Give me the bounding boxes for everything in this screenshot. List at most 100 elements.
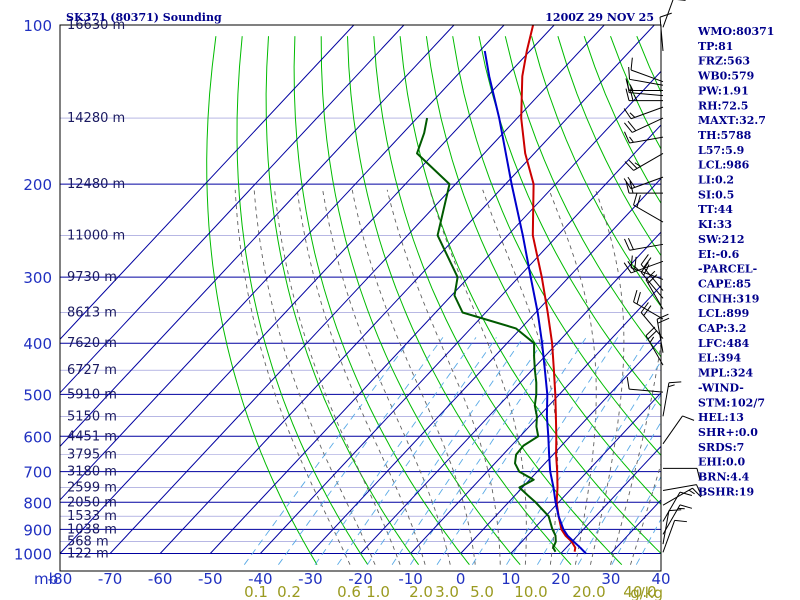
wind-barb-feather xyxy=(629,136,634,143)
y-axis-unit-label: mb xyxy=(34,570,58,588)
wind-barb-feather xyxy=(636,195,641,208)
index-item: MPL:324 xyxy=(698,367,754,380)
isotherm--30 xyxy=(310,177,661,554)
pressure-label-600: 600 xyxy=(23,428,52,446)
dry-adiabat-100 xyxy=(557,36,661,257)
isotherm--60 xyxy=(159,25,655,554)
mixing-ratio-labels: 0.1 0.2 0.6 1.0 2.0 3.0 5.0 10.0 20.0 40.0 xyxy=(244,583,657,600)
wind-barb-staff xyxy=(662,382,670,417)
temperature-tick-20: 20 xyxy=(551,570,570,588)
wind-barb xyxy=(662,491,693,522)
mixing-ratio-unit-label: g/kg xyxy=(630,584,663,600)
pressure-axis-labels: 100 200 300 400 500 600 700 800 900 1000 xyxy=(14,17,52,564)
wind-barb-feather xyxy=(626,376,630,390)
wind-barb-feather xyxy=(623,108,632,120)
mixing-ratio-label: 40.0 xyxy=(623,583,656,600)
mixing-ratio-line-2 xyxy=(410,337,563,565)
parcel-line xyxy=(483,50,587,555)
index-item: EL:394 xyxy=(698,352,741,365)
wind-barb-feather xyxy=(629,112,636,118)
height-labels: 16630 m 14280 m 12480 m 11000 m 9730 m 8613 m… xyxy=(67,18,125,562)
wind-barb-staff xyxy=(645,335,664,366)
wind-barb xyxy=(662,415,695,445)
wind-barb-feather xyxy=(696,484,702,497)
height-label: 122 m xyxy=(67,547,109,562)
mixing-ratio-line-8 xyxy=(506,337,649,565)
index-item: LCL:899 xyxy=(698,307,749,320)
profile-lines xyxy=(416,25,587,555)
height-label: 8613 m xyxy=(67,306,117,321)
wind-barb-staff xyxy=(656,319,664,353)
wind-barb-feather xyxy=(634,256,637,270)
wind-barb-feather xyxy=(657,317,670,324)
wind-barb-feather xyxy=(679,504,693,509)
height-label: 9730 m xyxy=(67,270,117,285)
wind-barb-feather xyxy=(656,313,669,320)
wind-barb-staff xyxy=(630,69,664,83)
mixing-ratio-line-1 xyxy=(366,337,524,565)
mixing-ratio-lines xyxy=(243,337,661,565)
isotherm--90 xyxy=(60,25,505,501)
index-item: -WIND- xyxy=(698,381,744,394)
moist-adiabat-28 xyxy=(589,189,625,565)
temperature-tick-30: 30 xyxy=(601,570,620,588)
isotherm--20 xyxy=(360,231,661,554)
wind-barb-feather xyxy=(674,519,687,523)
index-item: LCL:986 xyxy=(698,159,750,172)
index-item: BRN:4.4 xyxy=(698,471,750,484)
wind-barb-feather xyxy=(636,291,641,305)
wind-barb-feather xyxy=(624,122,633,133)
index-item: BSHR:19 xyxy=(698,485,754,498)
moist-adiabat-10 xyxy=(386,189,501,565)
isotherm-0 xyxy=(460,338,661,554)
index-item: LI:0.2 xyxy=(698,174,734,187)
wind-barb-feather xyxy=(640,254,649,265)
wind-barb-feather xyxy=(647,330,658,340)
wind-barb-feather xyxy=(682,415,695,421)
wind-barb-feather xyxy=(688,489,695,495)
wind-barb xyxy=(640,261,664,299)
pressure-label-300: 300 xyxy=(23,269,52,287)
mixing-ratio-label: 1.0 xyxy=(366,583,390,600)
pressure-label-400: 400 xyxy=(23,335,52,353)
height-label: 14280 m xyxy=(67,111,125,126)
wind-barb-feather xyxy=(627,238,634,250)
wind-barb-feather xyxy=(633,193,638,206)
wind-barb-staff xyxy=(645,279,664,310)
mixing-ratio-line-12 xyxy=(537,360,661,565)
wind-barb-staff xyxy=(630,267,664,280)
wind-barb-staff xyxy=(640,264,664,291)
dry-adiabats xyxy=(206,36,661,566)
height-label: 11000 m xyxy=(67,228,125,243)
mixing-ratio-line-1.5 xyxy=(391,337,547,565)
mixing-ratio-line-40 xyxy=(635,518,661,565)
isotherm--80 xyxy=(60,25,555,554)
temperature-tick--10: -10 xyxy=(398,570,423,588)
height-label: 6727 m xyxy=(67,363,117,378)
wind-barb-staff xyxy=(633,301,664,320)
height-label: 3795 m xyxy=(67,448,117,463)
wind-barb-feather xyxy=(630,255,633,268)
wind-barb-staff xyxy=(633,204,664,223)
mixing-ratio-line-0.2 xyxy=(278,337,444,565)
wind-barb xyxy=(662,519,687,553)
wind-barb-staff xyxy=(662,520,676,553)
index-item: MAXT:32.7 xyxy=(698,114,766,127)
height-label: 1533 m xyxy=(67,509,117,524)
dry-adiabat-60 xyxy=(452,36,661,457)
wind-barbs xyxy=(623,0,702,553)
temperature-tick-0: 0 xyxy=(456,570,466,588)
wind-barb-feather xyxy=(634,162,641,167)
index-item: WMO:80371 xyxy=(697,25,774,38)
pressure-label-200: 200 xyxy=(23,176,52,194)
dry-adiabat-90 xyxy=(531,36,661,308)
temperature-tick-10: 10 xyxy=(501,570,520,588)
wind-barb-feather xyxy=(645,326,656,336)
index-item: LFC:484 xyxy=(698,337,750,350)
height-label: 2050 m xyxy=(67,495,117,510)
wind-barb xyxy=(626,376,664,393)
index-item: CAP:3.2 xyxy=(698,322,746,335)
wind-barb-feather xyxy=(668,384,675,388)
moist-adiabat--20 xyxy=(234,189,351,565)
